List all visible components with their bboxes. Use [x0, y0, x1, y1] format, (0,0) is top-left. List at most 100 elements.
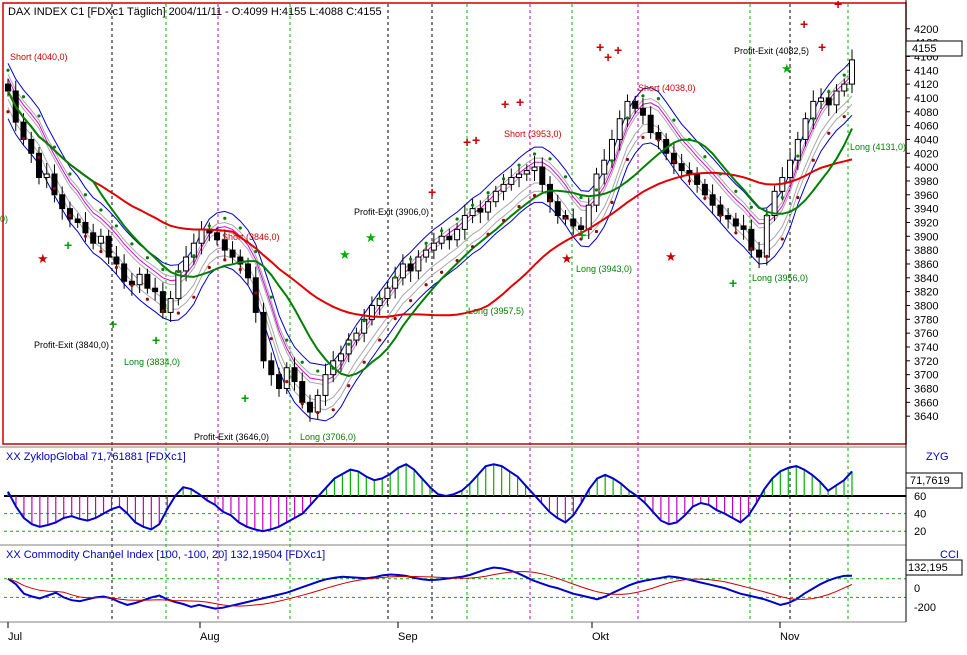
price-tick-14: 3920: [914, 217, 938, 229]
signal-label-7: Long (3957,5): [468, 306, 524, 316]
candle-body-69: [539, 166, 546, 185]
candle-body-20: [159, 291, 166, 313]
dot-up-90: [703, 155, 707, 159]
signal-label-11: Long (3956,0): [752, 273, 808, 283]
dot-down-0: [6, 110, 10, 114]
dot-up-36: [285, 338, 289, 342]
signal-label-3: Short (3846,0): [222, 232, 280, 242]
cci-tick-1: -200: [914, 602, 936, 614]
price-tick-12: 3880: [914, 245, 938, 257]
candle-body-90: [701, 183, 708, 196]
moving-averages: [6, 68, 853, 415]
dot-up-64: [501, 177, 506, 181]
candle-body-58: [454, 228, 461, 241]
price-tick-2: 3680: [914, 383, 938, 395]
candle-body-83: [647, 114, 654, 134]
dot-up-32: [254, 249, 258, 254]
dot-down-48: [378, 338, 382, 342]
dot-up-84: [656, 97, 661, 101]
candle-body-60: [469, 208, 476, 217]
candle-body-14: [113, 256, 120, 265]
long-marker-0: +: [64, 237, 72, 253]
zyklop-line: [7, 463, 853, 533]
dot-down-32: [254, 291, 258, 295]
price-tick-25: 4140: [914, 65, 938, 77]
candle-body-94: [732, 218, 739, 227]
price-tick-13: 3900: [914, 231, 938, 243]
dot-down-104: [811, 158, 815, 162]
candle-body-79: [616, 118, 623, 140]
candle-body-109: [849, 59, 855, 85]
dot-up-30: [238, 226, 242, 230]
dot-up-54: [424, 241, 428, 245]
candle-body-98: [763, 215, 770, 258]
dot-down-102: [796, 195, 800, 200]
cci-oscillator: [4, 566, 906, 610]
star-marker-0: ★: [37, 251, 49, 266]
x-tick-4: Nov: [780, 631, 800, 643]
dot-up-28: [223, 216, 227, 220]
candle-body-31: [245, 263, 252, 279]
signal-label-0: Short (4040,0): [10, 52, 68, 62]
candle-body-59: [461, 215, 468, 230]
candle-body-61: [477, 208, 484, 213]
candle-body-75: [585, 204, 592, 230]
dot-down-4: [37, 155, 41, 160]
candle-body-10: [82, 221, 89, 234]
dot-down-26: [207, 265, 211, 270]
dot-up-24: [192, 254, 196, 258]
dot-down-92: [718, 213, 722, 218]
candle-body-41: [322, 374, 329, 396]
x-tick-1: Aug: [200, 631, 220, 643]
dot-down-84: [656, 138, 661, 142]
dot-up-14: [114, 224, 119, 228]
price-tick-21: 4060: [914, 121, 938, 133]
dot-up-70: [548, 157, 552, 161]
candle-body-5: [43, 173, 50, 178]
cci-title: XX Commodity Channel Index [100, -100, 2…: [6, 549, 325, 561]
dot-up-46: [362, 319, 366, 323]
dot-down-86: [672, 159, 676, 164]
candle-body-11: [90, 232, 97, 244]
price-tick-24: 4120: [914, 79, 938, 91]
dot-down-28: [223, 258, 227, 262]
price-tick-18: 4000: [914, 162, 938, 174]
candle-body-91: [709, 194, 716, 206]
dot-down-2: [21, 136, 26, 140]
price-tick-9: 3820: [914, 287, 938, 299]
zyklop-tick-0: 20: [914, 526, 926, 538]
short-marker-1: +: [463, 134, 471, 150]
dot-down-94: [734, 231, 738, 235]
dot-up-96: [749, 205, 753, 209]
candle-body-71: [554, 201, 561, 217]
dot-down-74: [579, 237, 583, 241]
dot-down-30: [238, 267, 242, 272]
signal-label-12: Profit-Exit (4082,5): [734, 46, 809, 56]
dot-down-96: [749, 247, 753, 251]
dot-down-82: [641, 135, 645, 139]
candle-body-96: [748, 228, 755, 251]
candle-body-18: [144, 273, 151, 289]
dot-down-100: [780, 237, 784, 241]
dot-down-40: [316, 410, 320, 415]
candle-body-106: [825, 97, 832, 106]
candle-body-7: [59, 194, 66, 210]
price-tick-8: 3800: [914, 300, 938, 312]
candle-body-28: [221, 239, 228, 251]
cci-line: [7, 566, 853, 610]
x-axis: Jul Aug Sep Okt Nov: [7, 622, 800, 643]
candle-body-78: [608, 138, 615, 161]
zyklop-oscillator: [4, 463, 906, 533]
zyklop-axis: 20 40 60: [914, 491, 926, 538]
dot-up-88: [687, 137, 691, 142]
dot-up-2: [21, 95, 26, 99]
dot-down-20: [161, 309, 165, 313]
zyklop-last-value: 71,7619: [910, 475, 950, 487]
signal-label-14: 0): [0, 214, 8, 224]
dot-up-50: [393, 275, 397, 279]
dot-down-78: [610, 200, 614, 204]
dot-down-62: [486, 232, 490, 236]
dot-up-38: [300, 360, 304, 364]
dot-up-10: [83, 193, 88, 197]
dot-down-44: [347, 384, 351, 388]
